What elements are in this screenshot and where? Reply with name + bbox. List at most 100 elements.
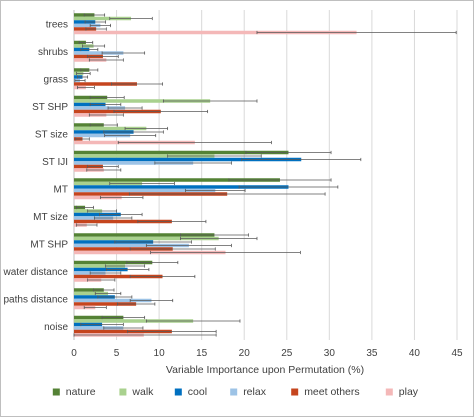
error-bar-st-shp-play: [88, 113, 124, 117]
x-tick-0: 0: [71, 348, 77, 359]
category-label-paths-distance: paths distance: [4, 294, 69, 305]
x-tick-35: 35: [366, 348, 378, 359]
error-bar-shrubs-relax: [101, 51, 146, 55]
legend-swatch-relax: [230, 388, 238, 396]
bar-mt-shp-meet-others: [74, 247, 173, 251]
category-label-mt-shp: MT SHP: [30, 239, 68, 250]
error-bar-trees-nature: [83, 13, 106, 17]
bar-st-shp-walk: [74, 99, 211, 103]
error-bar-mt-size-walk: [87, 209, 117, 213]
error-bar-st-iji-meet-others: [87, 164, 119, 169]
bar-mt-shp-relax: [74, 243, 189, 248]
x-tick-15: 15: [196, 348, 208, 359]
error-bar-noise-relax: [103, 326, 144, 330]
bar-water-distance-nature: [74, 260, 153, 265]
x-tick-labels: 0 5 10 15 20 25 30 35 40 45: [71, 348, 463, 359]
legend-swatch-play: [385, 388, 393, 396]
bar-paths-distance-nature: [74, 288, 104, 292]
legend-item-nature: nature: [52, 386, 96, 398]
error-bar-st-size-nature: [89, 123, 118, 127]
error-bar-mt-size-cool: [99, 212, 143, 217]
x-tick-10: 10: [154, 348, 166, 359]
bar-mt-size-relax: [74, 216, 114, 220]
bar-noise-walk: [74, 319, 194, 323]
legend-label-relax: relax: [243, 386, 267, 398]
error-bar-trees-play: [256, 30, 457, 35]
error-bar-water-distance-nature: [126, 260, 179, 265]
error-bar-water-distance-meet-others: [129, 274, 196, 279]
error-bar-mt-shp-play: [150, 250, 301, 255]
error-bar-st-size-relax: [104, 133, 157, 138]
error-bar-mt-shp-cool: [114, 240, 192, 244]
error-bar-trees-cool: [84, 20, 106, 24]
error-bar-shrubs-meet-others: [87, 54, 119, 59]
x-tick-45: 45: [451, 348, 463, 359]
error-bar-st-size-play: [117, 140, 272, 145]
bar-st-iji-walk: [74, 154, 215, 158]
bar-trees-cool: [74, 20, 96, 24]
legend-label-nature: nature: [66, 386, 96, 398]
bar-st-iji-relax: [74, 161, 194, 165]
x-axis-title: Variable Importance upon Permutation (%): [166, 364, 364, 376]
error-bar-mt-shp-relax: [145, 243, 232, 248]
error-bar-st-shp-relax: [107, 106, 143, 110]
category-label-mt-size: MT size: [33, 212, 68, 223]
bar-water-distance-relax: [74, 271, 106, 275]
error-bar-noise-cool: [80, 322, 124, 327]
bar-noise-nature: [74, 315, 124, 320]
error-bar-st-shp-walk: [162, 99, 258, 103]
error-bar-noise-meet-others: [127, 329, 217, 334]
legend-swatch-walk: [119, 388, 127, 396]
x-tick-40: 40: [409, 348, 421, 359]
error-bar-mt-shp-meet-others: [129, 247, 216, 251]
error-bar-paths-distance-relax: [129, 298, 174, 303]
error-bar-water-distance-cool: [105, 267, 150, 272]
bar-mt-shp-walk: [74, 236, 219, 241]
error-bar-mt-nature: [228, 178, 332, 182]
error-bar-mt-shp-walk: [179, 236, 258, 241]
error-bar-grass-relax: [74, 78, 86, 83]
category-label-water-distance: water distance: [3, 267, 69, 278]
bar-st-size-nature: [74, 123, 104, 127]
error-bar-paths-distance-nature: [93, 288, 115, 292]
bar-paths-distance-cool: [74, 295, 115, 299]
error-bar-st-size-walk: [124, 126, 169, 131]
error-bar-mt-cool: [238, 185, 339, 189]
legend-item-play: play: [385, 386, 419, 398]
error-bar-st-iji-play: [86, 168, 122, 172]
category-labels: trees shrubs grass ST SHP ST size ST IJI MT MT …: [3, 19, 69, 333]
error-bar-water-distance-relax: [89, 271, 122, 275]
error-bar-grass-meet-others: [111, 82, 163, 86]
bar-mt-walk: [74, 181, 143, 186]
error-bar-shrubs-nature: [78, 40, 94, 45]
category-label-trees: trees: [46, 19, 68, 30]
legend-swatch-meet-others: [291, 388, 299, 396]
error-bar-st-size-meet-others: [75, 137, 90, 141]
error-bar-grass-cool: [77, 75, 89, 79]
error-bar-st-size-cool: [103, 130, 164, 134]
error-bar-mt-walk: [109, 181, 175, 186]
x-tick-5: 5: [114, 348, 120, 359]
gridlines: [73, 10, 458, 340]
bar-trees-relax: [74, 23, 101, 28]
error-bar-trees-meet-others: [85, 27, 107, 31]
error-bar-paths-distance-meet-others: [117, 302, 156, 306]
error-bar-noise-walk: [145, 319, 241, 323]
error-bar-water-distance-play: [87, 278, 116, 282]
error-bar-shrubs-cool: [80, 47, 99, 52]
error-bar-paths-distance-cool: [97, 295, 133, 299]
bar-water-distance-meet-others: [74, 274, 163, 279]
error-bar-st-iji-relax: [154, 161, 232, 165]
bar-st-shp-cool: [74, 102, 106, 107]
legend: nature walk cool relax meet others play: [52, 386, 419, 398]
bar-paths-distance-relax: [74, 298, 152, 303]
bar-st-size-relax: [74, 133, 131, 138]
legend-label-meet-others: meet others: [304, 386, 359, 398]
error-bar-st-iji-walk: [167, 154, 262, 158]
error-bar-trees-walk: [109, 16, 153, 21]
legend-swatch-nature: [52, 388, 60, 396]
error-bar-mt-size-meet-others: [137, 219, 207, 224]
error-bar-mt-size-nature: [76, 205, 94, 210]
legend-swatch-cool: [174, 388, 182, 396]
